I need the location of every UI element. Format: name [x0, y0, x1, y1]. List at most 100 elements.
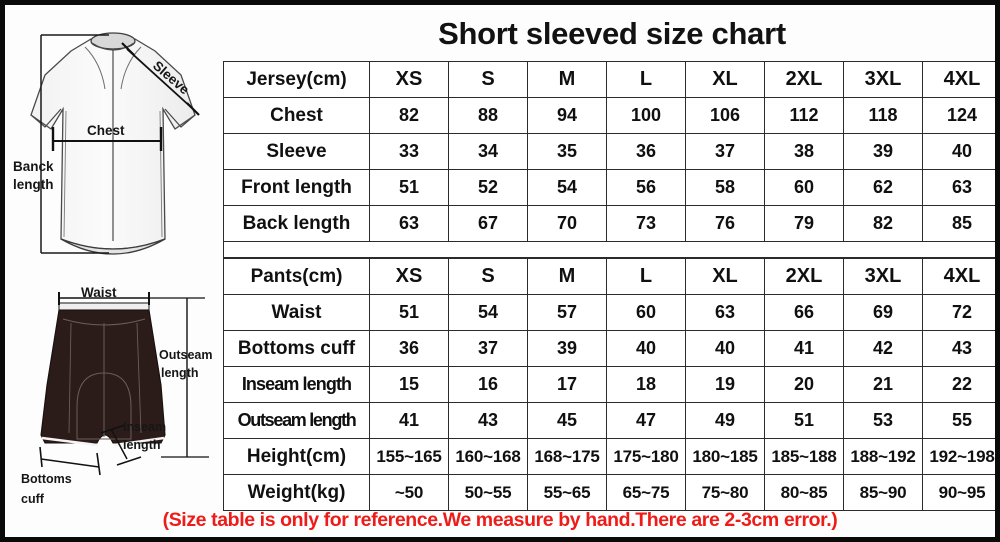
bottoms-cuff-measure-line	[40, 458, 100, 468]
row-label-waist: Waist	[223, 294, 370, 331]
pants-header-label: Pants(cm)	[223, 258, 370, 295]
cycling-shorts-diagram: Waist Outseam length Inseam length Botto…	[21, 287, 213, 506]
table-header-row: Jersey(cm) XS S M L XL 2XL 3XL 4XL	[223, 61, 995, 98]
outseam-label-line2: length	[161, 366, 199, 380]
cell-height-m: 168~175	[527, 438, 607, 475]
cell-weight-3xl: 85~90	[843, 474, 923, 511]
shorts-left-panel-seam	[68, 322, 72, 434]
row-label-outseam-length: Outseam length	[223, 402, 370, 439]
pants-size-xl: XL	[685, 258, 765, 295]
cell-front-length-xs: 51	[369, 169, 449, 206]
cell-inseam-length-l: 18	[606, 366, 686, 403]
table-row: Height(cm) 155~165 160~168 168~175 175~1…	[223, 438, 995, 475]
inseam-measure-line	[110, 428, 128, 460]
cell-chest-xl: 106	[685, 97, 765, 134]
cell-weight-xs: ~50	[369, 474, 449, 511]
cell-sleeve-s: 34	[448, 133, 528, 170]
cell-outseam-length-s: 43	[448, 402, 528, 439]
pants-size-m: M	[527, 258, 607, 295]
jersey-size-3xl: 3XL	[843, 61, 923, 98]
page-title: Short sleeved size chart	[438, 16, 786, 51]
cell-chest-4xl: 124	[922, 97, 995, 134]
cell-chest-s: 88	[448, 97, 528, 134]
shorts-right-cuff-edge	[113, 436, 165, 447]
cell-front-length-m: 54	[527, 169, 607, 206]
row-label-sleeve: Sleeve	[223, 133, 370, 170]
cycling-jersey-diagram: Sleeve Chest Banck length	[13, 32, 200, 255]
row-label-height: Height(cm)	[223, 438, 370, 475]
table-row: Sleeve 33 34 35 36 37 38 39 40	[223, 133, 995, 170]
jersey-size-4xl: 4XL	[922, 61, 995, 98]
cell-height-xl: 180~185	[685, 438, 765, 475]
shorts-left-cuff-edge	[41, 436, 98, 447]
cell-waist-l: 60	[606, 294, 686, 331]
bottoms-cuff-left-tick	[39, 446, 43, 468]
chest-label: Chest	[87, 123, 125, 138]
cell-back-length-xs: 63	[369, 205, 449, 242]
cell-front-length-xl: 58	[685, 169, 765, 206]
cell-bottoms-cuff-3xl: 42	[843, 330, 923, 367]
cell-back-length-2xl: 79	[764, 205, 844, 242]
cell-weight-2xl: 80~85	[764, 474, 844, 511]
cell-bottoms-cuff-xs: 36	[369, 330, 449, 367]
jersey-size-m: M	[527, 61, 607, 98]
table-row: Inseam length 15 16 17 18 19 20 21 22	[223, 366, 995, 403]
cell-waist-3xl: 69	[843, 294, 923, 331]
row-label-inseam-length: Inseam length	[223, 366, 370, 403]
cell-outseam-length-m: 45	[527, 402, 607, 439]
jersey-left-side-seam	[63, 110, 67, 238]
table-spacer-row	[223, 241, 995, 258]
jersey-right-cuff	[164, 108, 196, 128]
cell-sleeve-xs: 33	[369, 133, 449, 170]
jersey-size-xl: XL	[685, 61, 765, 98]
cell-outseam-length-4xl: 55	[922, 402, 995, 439]
cell-height-4xl: 192~198	[922, 438, 995, 475]
jersey-left-cuff	[30, 108, 62, 128]
cell-weight-l: 65~75	[606, 474, 686, 511]
cell-inseam-length-xl: 19	[685, 366, 765, 403]
cell-bottoms-cuff-2xl: 41	[764, 330, 844, 367]
cell-front-length-l: 56	[606, 169, 686, 206]
bottoms-cuff-right-tick	[96, 452, 101, 476]
cell-waist-xs: 51	[369, 294, 449, 331]
jersey-right-shoulder-seam	[120, 46, 142, 90]
cell-inseam-length-4xl: 22	[922, 366, 995, 403]
cell-front-length-s: 52	[448, 169, 528, 206]
pants-size-table: Pants(cm) XS S M L XL 2XL 3XL 4XL Waist …	[223, 258, 995, 511]
table-row: Waist 51 54 57 60 63 66 69 72	[223, 294, 995, 331]
cell-back-length-4xl: 85	[922, 205, 995, 242]
cell-waist-xl: 63	[685, 294, 765, 331]
cell-back-length-l: 73	[606, 205, 686, 242]
cell-waist-2xl: 66	[764, 294, 844, 331]
cell-waist-m: 57	[527, 294, 607, 331]
cell-bottoms-cuff-l: 40	[606, 330, 686, 367]
inseam-label-line2: length	[123, 438, 161, 452]
cell-back-length-xl: 76	[685, 205, 765, 242]
cell-sleeve-xl: 37	[685, 133, 765, 170]
jersey-size-2xl: 2XL	[764, 61, 844, 98]
cell-sleeve-m: 35	[527, 133, 607, 170]
table-row: Outseam length 41 43 45 47 49 51 53 55	[223, 402, 995, 439]
pants-size-4xl: 4XL	[922, 258, 995, 295]
table-row: Bottoms cuff 36 37 39 40 40 41 42 43	[223, 330, 995, 367]
cell-weight-4xl: 90~95	[922, 474, 995, 511]
pants-size-l: L	[606, 258, 686, 295]
table-row: Weight(kg) ~50 50~55 55~65 65~75 75~80 8…	[223, 474, 995, 511]
cell-sleeve-4xl: 40	[922, 133, 995, 170]
cell-front-length-4xl: 63	[922, 169, 995, 206]
table-row: Front length 51 52 54 56 58 60 62 63	[223, 169, 995, 206]
jersey-left-shoulder-seam	[84, 46, 106, 90]
table-row: Back length 63 67 70 73 76 79 82 85	[223, 205, 995, 242]
shorts-body-shape	[40, 309, 166, 444]
cell-height-2xl: 185~188	[764, 438, 844, 475]
cell-front-length-3xl: 62	[843, 169, 923, 206]
illustration-panel: Sleeve Chest Banck length	[5, 5, 217, 537]
table-header-row: Pants(cm) XS S M L XL 2XL 3XL 4XL	[223, 258, 995, 295]
shorts-right-panel-seam	[136, 322, 142, 434]
row-label-front-length: Front length	[223, 169, 370, 206]
cell-inseam-length-s: 16	[448, 366, 528, 403]
outseam-label-line1: Outseam	[159, 348, 213, 362]
cell-sleeve-2xl: 38	[764, 133, 844, 170]
cell-sleeve-l: 36	[606, 133, 686, 170]
